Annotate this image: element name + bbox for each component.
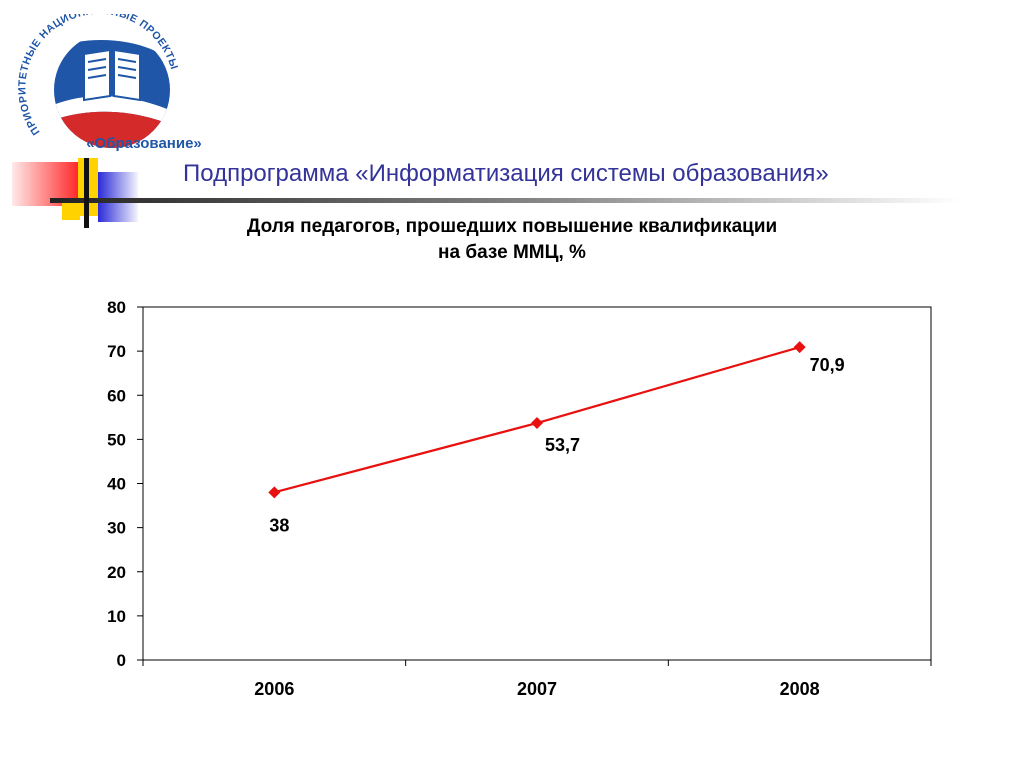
y-axis: 0 10 20 30 40 50 60 70 80 — [107, 298, 143, 670]
y-tick-label: 50 — [107, 430, 126, 449]
data-point — [793, 341, 806, 354]
series — [268, 341, 806, 499]
plot-frame — [142, 306, 932, 661]
plot-area — [142, 306, 932, 661]
data-label: 38 — [269, 515, 289, 535]
slide-title: Подпрограмма «Информатизация системы обр… — [183, 160, 829, 187]
book-icon — [83, 48, 141, 102]
chart-title-line-1: Доля педагогов, прошедших повышение квал… — [246, 216, 778, 237]
data-label: 70,9 — [810, 355, 845, 375]
y-tick-label: 0 — [117, 651, 126, 670]
y-tick-label: 70 — [107, 342, 126, 361]
chart-title: Доля педагогов, прошедших повышение квал… — [0, 214, 1024, 266]
y-tick-label: 10 — [107, 607, 126, 626]
data-point — [531, 417, 543, 430]
data-labels: 38 53,7 70,9 — [269, 355, 844, 535]
y-tick-label: 40 — [107, 475, 126, 494]
y-tick-label: 60 — [107, 386, 126, 405]
header-decoration — [12, 158, 960, 228]
x-tick-label: 2008 — [780, 679, 820, 699]
logo-name: «Образование» — [86, 135, 202, 152]
education-project-logo: ПРИОРИТЕТНЫЕ НАЦИОНАЛЬНЫЕ ПРОЕКТЫ «Образ… — [16, 14, 202, 152]
y-tick-label: 30 — [107, 519, 126, 538]
x-tick-label: 2007 — [517, 679, 557, 699]
chart-title-line-2: на базе ММЦ, % — [438, 242, 586, 263]
y-tick-label: 80 — [107, 298, 126, 317]
y-tick-label: 20 — [107, 563, 126, 582]
x-tick-label: 2006 — [254, 679, 294, 699]
data-point — [268, 486, 281, 499]
data-label: 53,7 — [545, 435, 580, 455]
x-axis: 2006 2007 2008 — [142, 660, 932, 699]
